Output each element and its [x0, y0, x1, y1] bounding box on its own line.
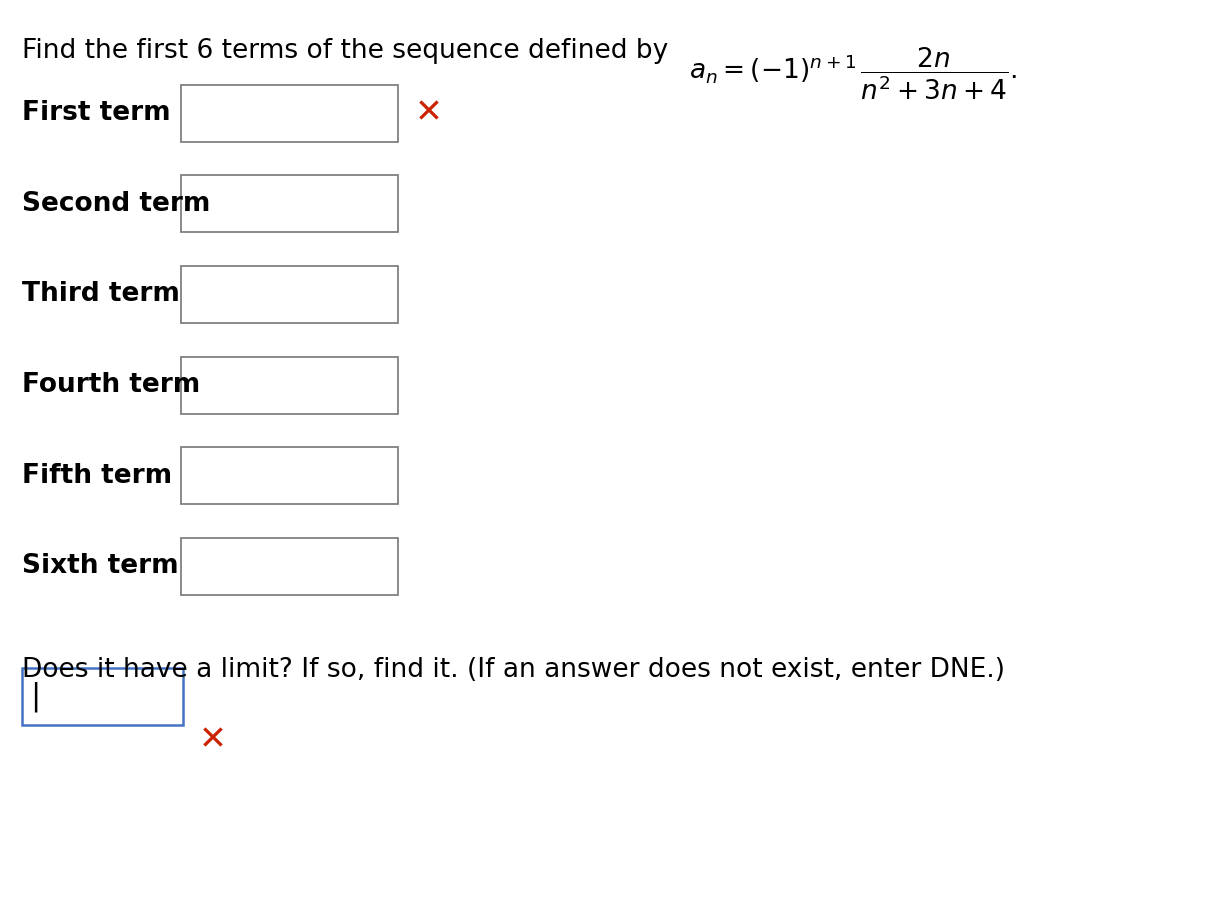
- FancyBboxPatch shape: [22, 668, 183, 725]
- Text: Fourth term: Fourth term: [22, 372, 200, 398]
- Text: $a_n = (-1)^{n+1}\,\dfrac{2n}{n^2+3n+4}.$: $a_n = (-1)^{n+1}\,\dfrac{2n}{n^2+3n+4}.…: [689, 45, 1017, 102]
- FancyBboxPatch shape: [181, 356, 398, 413]
- Text: |: |: [30, 681, 40, 711]
- FancyBboxPatch shape: [181, 265, 398, 323]
- Text: Does it have a limit? If so, find it. (If an answer does not exist, enter DNE.): Does it have a limit? If so, find it. (I…: [22, 657, 1005, 683]
- Text: ✕: ✕: [199, 724, 227, 757]
- Text: Third term: Third term: [22, 282, 179, 307]
- Text: Fifth term: Fifth term: [22, 463, 172, 488]
- Text: Find the first 6 terms of the sequence defined by: Find the first 6 terms of the sequence d…: [22, 38, 677, 64]
- FancyBboxPatch shape: [181, 84, 398, 141]
- FancyBboxPatch shape: [181, 537, 398, 594]
- Text: ✕: ✕: [415, 97, 443, 130]
- Text: Second term: Second term: [22, 191, 210, 217]
- FancyBboxPatch shape: [181, 448, 398, 504]
- FancyBboxPatch shape: [181, 176, 398, 233]
- Text: Sixth term: Sixth term: [22, 554, 178, 579]
- Text: First term: First term: [22, 101, 171, 126]
